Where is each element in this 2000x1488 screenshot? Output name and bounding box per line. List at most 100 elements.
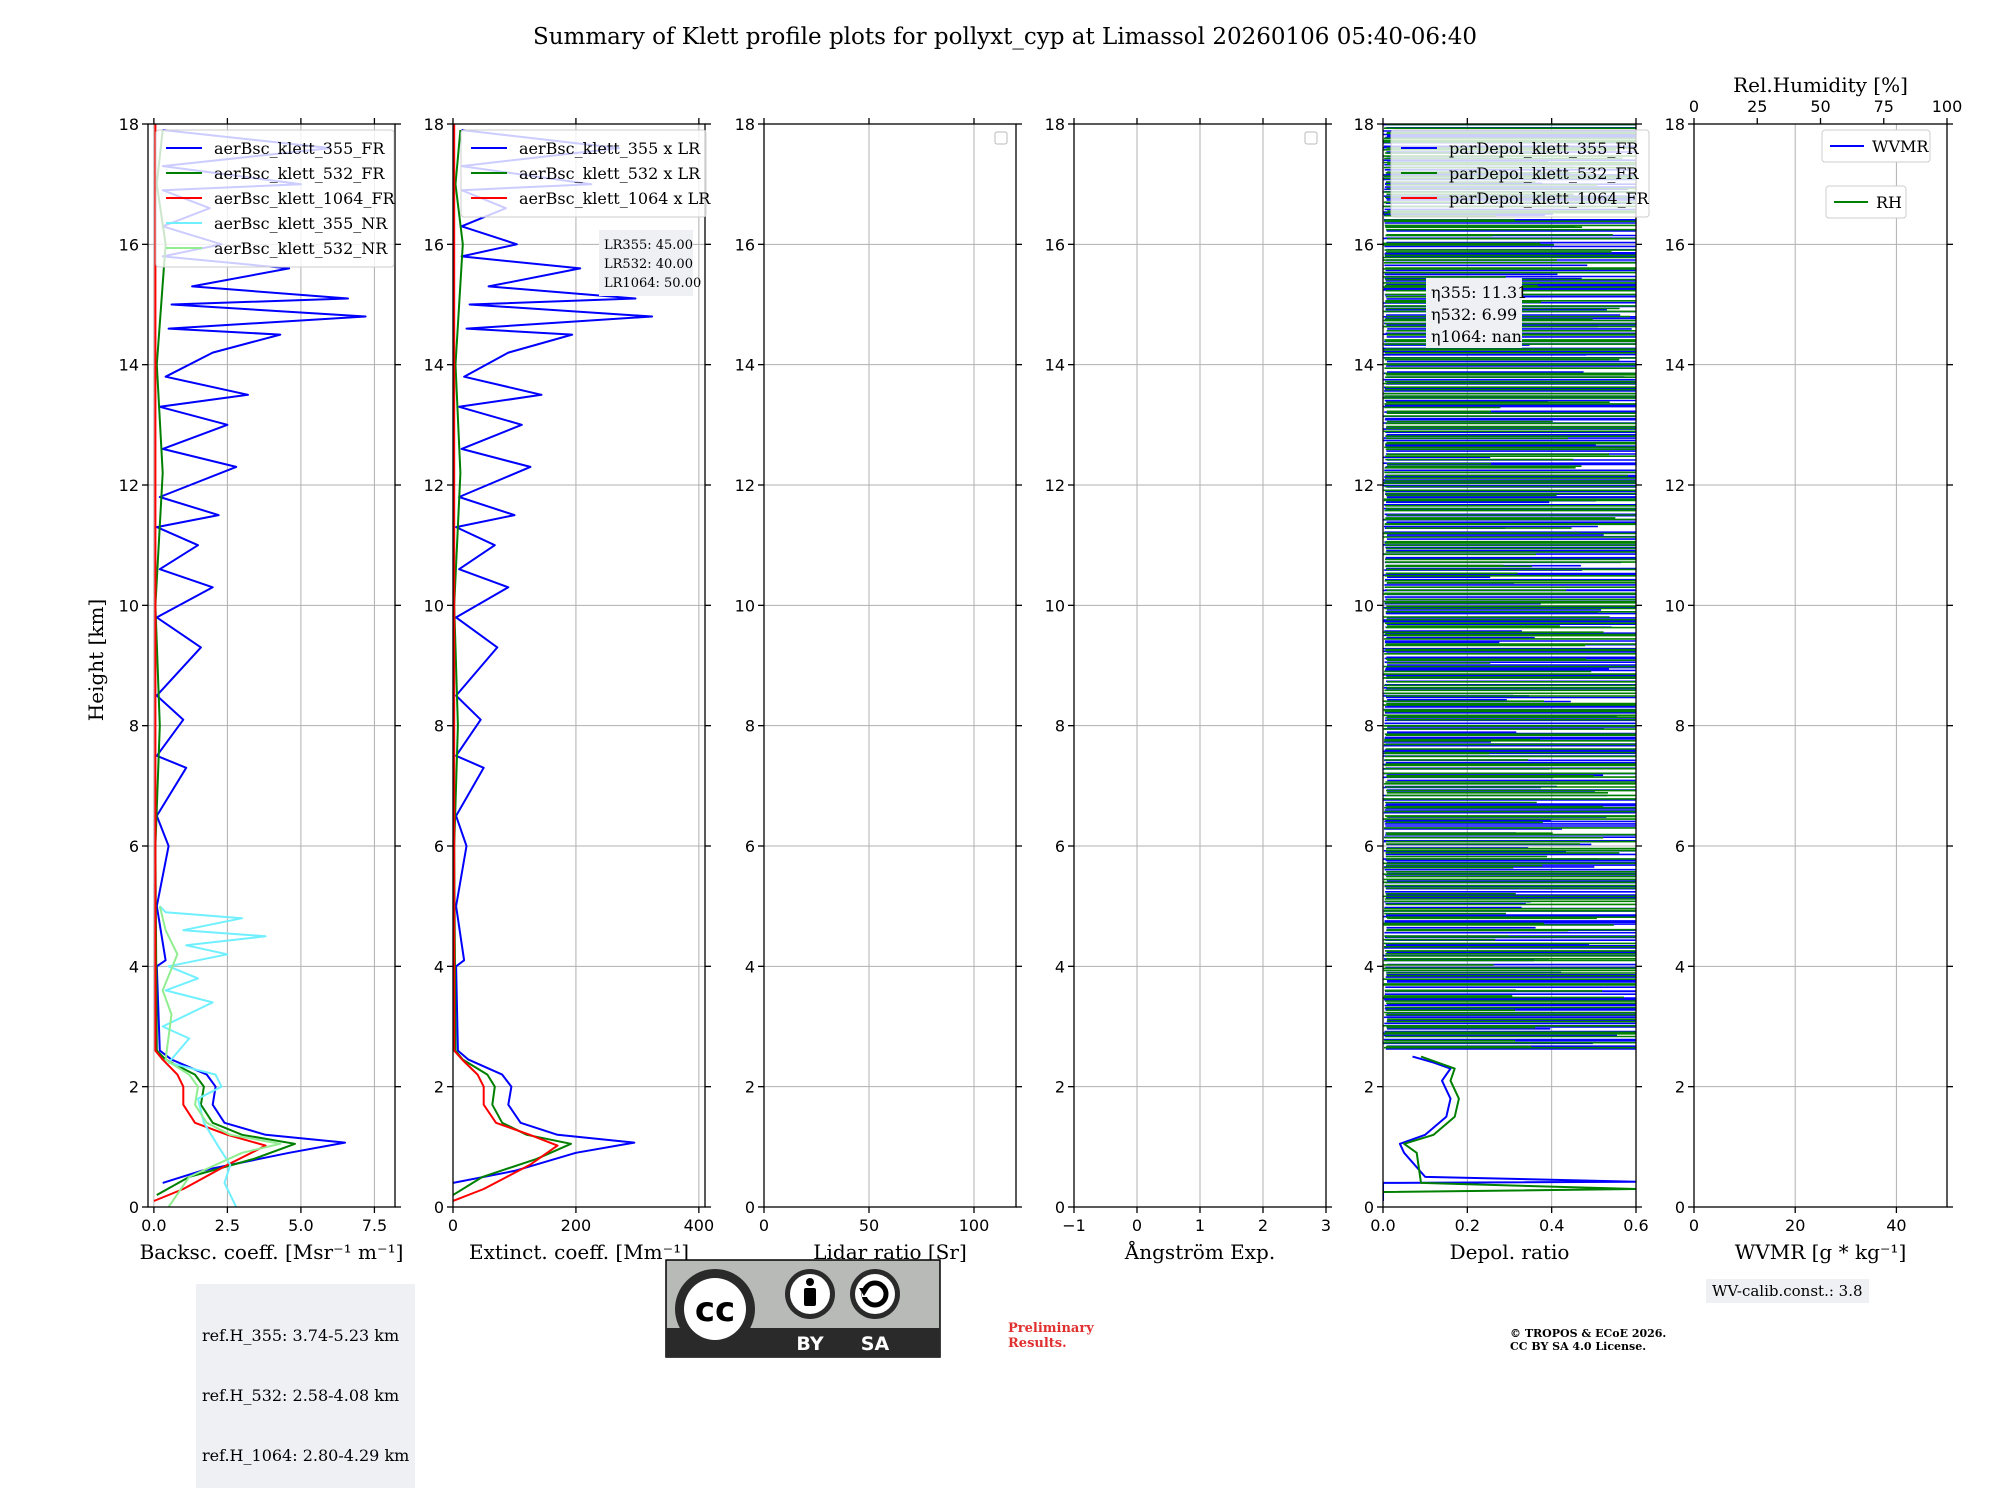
y-tick-label: 12 bbox=[1045, 476, 1065, 495]
legend-box bbox=[1390, 129, 1650, 218]
legend-label: aerBsc_klett_355_NR bbox=[214, 214, 388, 233]
series-line bbox=[1383, 1055, 1636, 1193]
y-tick-label: 0 bbox=[1675, 1198, 1685, 1217]
y-tick-label: 12 bbox=[1354, 476, 1374, 495]
y-tick-label: 12 bbox=[119, 476, 139, 495]
x-axis-label: WVMR [g * kg⁻¹] bbox=[1735, 1240, 1907, 1264]
wv-calibration-box: WV-calib.const.: 3.8 bbox=[1706, 1279, 1869, 1303]
lidar-ratio-text: LR532: 40.00 bbox=[604, 257, 693, 272]
y-tick-label: 12 bbox=[1665, 476, 1685, 495]
x-tick-label: 7.5 bbox=[362, 1216, 387, 1235]
x-tick-label: 50 bbox=[859, 1216, 879, 1235]
y-tick-label: 4 bbox=[434, 957, 444, 976]
y-tick-label: 4 bbox=[745, 957, 755, 976]
y-tick-label: 6 bbox=[434, 837, 444, 856]
series-aerBsc_klett_355_NR bbox=[159, 905, 267, 1207]
y-tick-label: 0 bbox=[129, 1198, 139, 1217]
y-tick-label: 6 bbox=[129, 837, 139, 856]
y-tick-label: 14 bbox=[735, 356, 755, 375]
x-tick-label: 20 bbox=[1785, 1216, 1805, 1235]
legend-label: WVMR bbox=[1872, 137, 1929, 156]
series-line bbox=[153, 124, 267, 1202]
y-tick-label: 16 bbox=[1045, 235, 1065, 254]
y-tick-label: 2 bbox=[1675, 1078, 1685, 1097]
top-x-tick-label: 0 bbox=[1689, 97, 1699, 116]
ref-height-355: ref.H_355: 3.74-5.23 km bbox=[202, 1326, 400, 1345]
series-line bbox=[159, 905, 267, 1207]
axes-frame bbox=[763, 123, 1017, 1208]
legend-label: parDepol_klett_532_FR bbox=[1449, 164, 1640, 183]
legend-label: aerBsc_klett_1064 x LR bbox=[519, 189, 711, 208]
y-tick-label: 6 bbox=[1055, 837, 1065, 856]
x-axis-label: Ångström Exp. bbox=[1124, 1239, 1275, 1264]
x-tick-label: 0 bbox=[1689, 1216, 1699, 1235]
x-tick-label: 2.5 bbox=[215, 1216, 240, 1235]
top-axis-label: Rel.Humidity [%] bbox=[1733, 73, 1908, 97]
y-tick-label: 2 bbox=[745, 1078, 755, 1097]
ref-height-532: ref.H_532: 2.58-4.08 km bbox=[202, 1386, 400, 1405]
legend-label: aerBsc_klett_1064_FR bbox=[214, 189, 396, 208]
y-tick-label: 10 bbox=[424, 596, 444, 615]
x-tick-label: 0.0 bbox=[1370, 1216, 1395, 1235]
x-tick-label: 0.6 bbox=[1623, 1216, 1648, 1235]
axes-frame bbox=[1382, 123, 1637, 1208]
series-aerBsc_klett_355 x LR bbox=[453, 129, 654, 1184]
x-tick-label: 0 bbox=[759, 1216, 769, 1235]
y-tick-label: 8 bbox=[1675, 717, 1685, 736]
subplot-2: 0 2 4 6 8 10 12 14 16 18 0 200 400 Extinct. coeff. [M… bbox=[424, 115, 714, 1264]
y-tick-label: 4 bbox=[1055, 957, 1065, 976]
top-x-tick-label: 100 bbox=[1932, 97, 1963, 116]
legend-box bbox=[1821, 129, 1931, 163]
cc-license-badge[interactable]: cc BY SA bbox=[665, 1259, 941, 1358]
y-tick-label: 14 bbox=[424, 356, 444, 375]
y-tick-label: 16 bbox=[1354, 235, 1374, 254]
axes-frame bbox=[147, 123, 396, 1208]
axes-frame bbox=[1693, 123, 1948, 1208]
y-tick-label: 0 bbox=[1055, 1198, 1065, 1217]
series-line bbox=[453, 129, 654, 1184]
figure-title: Summary of Klett profile plots for polly… bbox=[533, 24, 1477, 50]
x-tick-label: 3 bbox=[1321, 1216, 1331, 1235]
eta-text: η532: 6.99 bbox=[1431, 305, 1517, 324]
eta-text: η1064: nan bbox=[1431, 327, 1522, 346]
y-tick-label: 18 bbox=[1045, 115, 1065, 134]
y-tick-label: 8 bbox=[434, 717, 444, 736]
axes-frame bbox=[452, 123, 706, 1208]
y-tick-label: 6 bbox=[1675, 837, 1685, 856]
y-tick-label: 18 bbox=[1354, 115, 1374, 134]
series-aerBsc_klett_355_FR bbox=[155, 129, 367, 1184]
eta-box bbox=[1426, 278, 1522, 348]
y-tick-label: 16 bbox=[1665, 235, 1685, 254]
y-tick-label: 0 bbox=[1364, 1198, 1374, 1217]
x-axis-label: Extinct. coeff. [Mm⁻¹] bbox=[469, 1240, 689, 1264]
y-tick-label: 6 bbox=[1364, 837, 1374, 856]
y-tick-label: 10 bbox=[119, 596, 139, 615]
x-tick-label: 0.2 bbox=[1455, 1216, 1480, 1235]
legend-label: aerBsc_klett_532_NR bbox=[214, 239, 388, 258]
svg-text:cc: cc bbox=[695, 1290, 735, 1330]
plot-area bbox=[153, 124, 367, 1207]
series-line bbox=[453, 124, 559, 1202]
x-tick-label: 2 bbox=[1258, 1216, 1268, 1235]
legend-label: parDepol_klett_1064_FR bbox=[1449, 189, 1650, 208]
series-aerBsc_klett_1064 x LR bbox=[453, 124, 559, 1202]
badge-by-label: BY bbox=[796, 1333, 823, 1355]
y-tick-label: 8 bbox=[1364, 717, 1374, 736]
legend-label: aerBsc_klett_532_FR bbox=[214, 164, 385, 183]
y-tick-label: 0 bbox=[745, 1198, 755, 1217]
y-tick-label: 6 bbox=[745, 837, 755, 856]
y-tick-label: 18 bbox=[1665, 115, 1685, 134]
series-aerBsc_klett_532 x LR bbox=[453, 129, 572, 1196]
eta-text: η355: 11.31 bbox=[1431, 283, 1527, 302]
y-tick-label: 16 bbox=[119, 235, 139, 254]
legend-box bbox=[460, 129, 707, 218]
legend-label: RH bbox=[1876, 193, 1902, 212]
series-line bbox=[158, 905, 282, 1207]
y-tick-label: 16 bbox=[735, 235, 755, 254]
empty-legend-box bbox=[1304, 131, 1318, 145]
y-tick-label: 14 bbox=[119, 356, 139, 375]
y-tick-label: 16 bbox=[424, 235, 444, 254]
